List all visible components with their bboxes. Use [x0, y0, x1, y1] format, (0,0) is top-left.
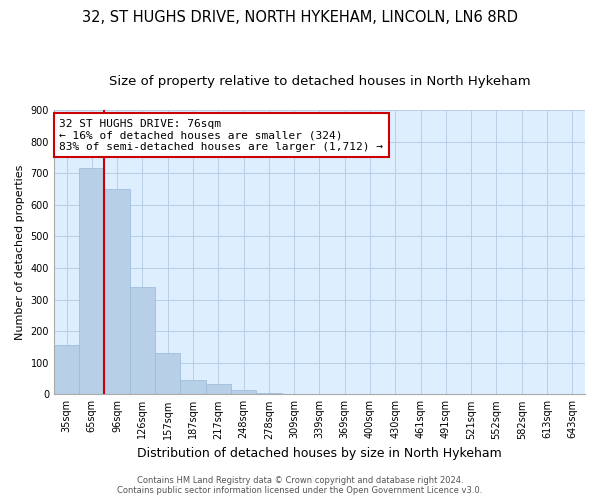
Text: 32 ST HUGHS DRIVE: 76sqm
← 16% of detached houses are smaller (324)
83% of semi-: 32 ST HUGHS DRIVE: 76sqm ← 16% of detach…: [59, 118, 383, 152]
X-axis label: Distribution of detached houses by size in North Hykeham: Distribution of detached houses by size …: [137, 447, 502, 460]
Bar: [130, 287, 155, 395]
Bar: [54, 346, 79, 395]
Text: 32, ST HUGHS DRIVE, NORTH HYKEHAM, LINCOLN, LN6 8RD: 32, ST HUGHS DRIVE, NORTH HYKEHAM, LINCO…: [82, 10, 518, 25]
Title: Size of property relative to detached houses in North Hykeham: Size of property relative to detached ho…: [109, 75, 530, 88]
Bar: [206, 384, 231, 394]
Bar: [104, 189, 130, 394]
Text: Contains HM Land Registry data © Crown copyright and database right 2024.
Contai: Contains HM Land Registry data © Crown c…: [118, 476, 482, 495]
Bar: [155, 353, 181, 395]
Bar: [256, 392, 281, 394]
Bar: [231, 390, 256, 394]
Bar: [79, 168, 104, 394]
Bar: [181, 380, 206, 394]
Y-axis label: Number of detached properties: Number of detached properties: [15, 164, 25, 340]
